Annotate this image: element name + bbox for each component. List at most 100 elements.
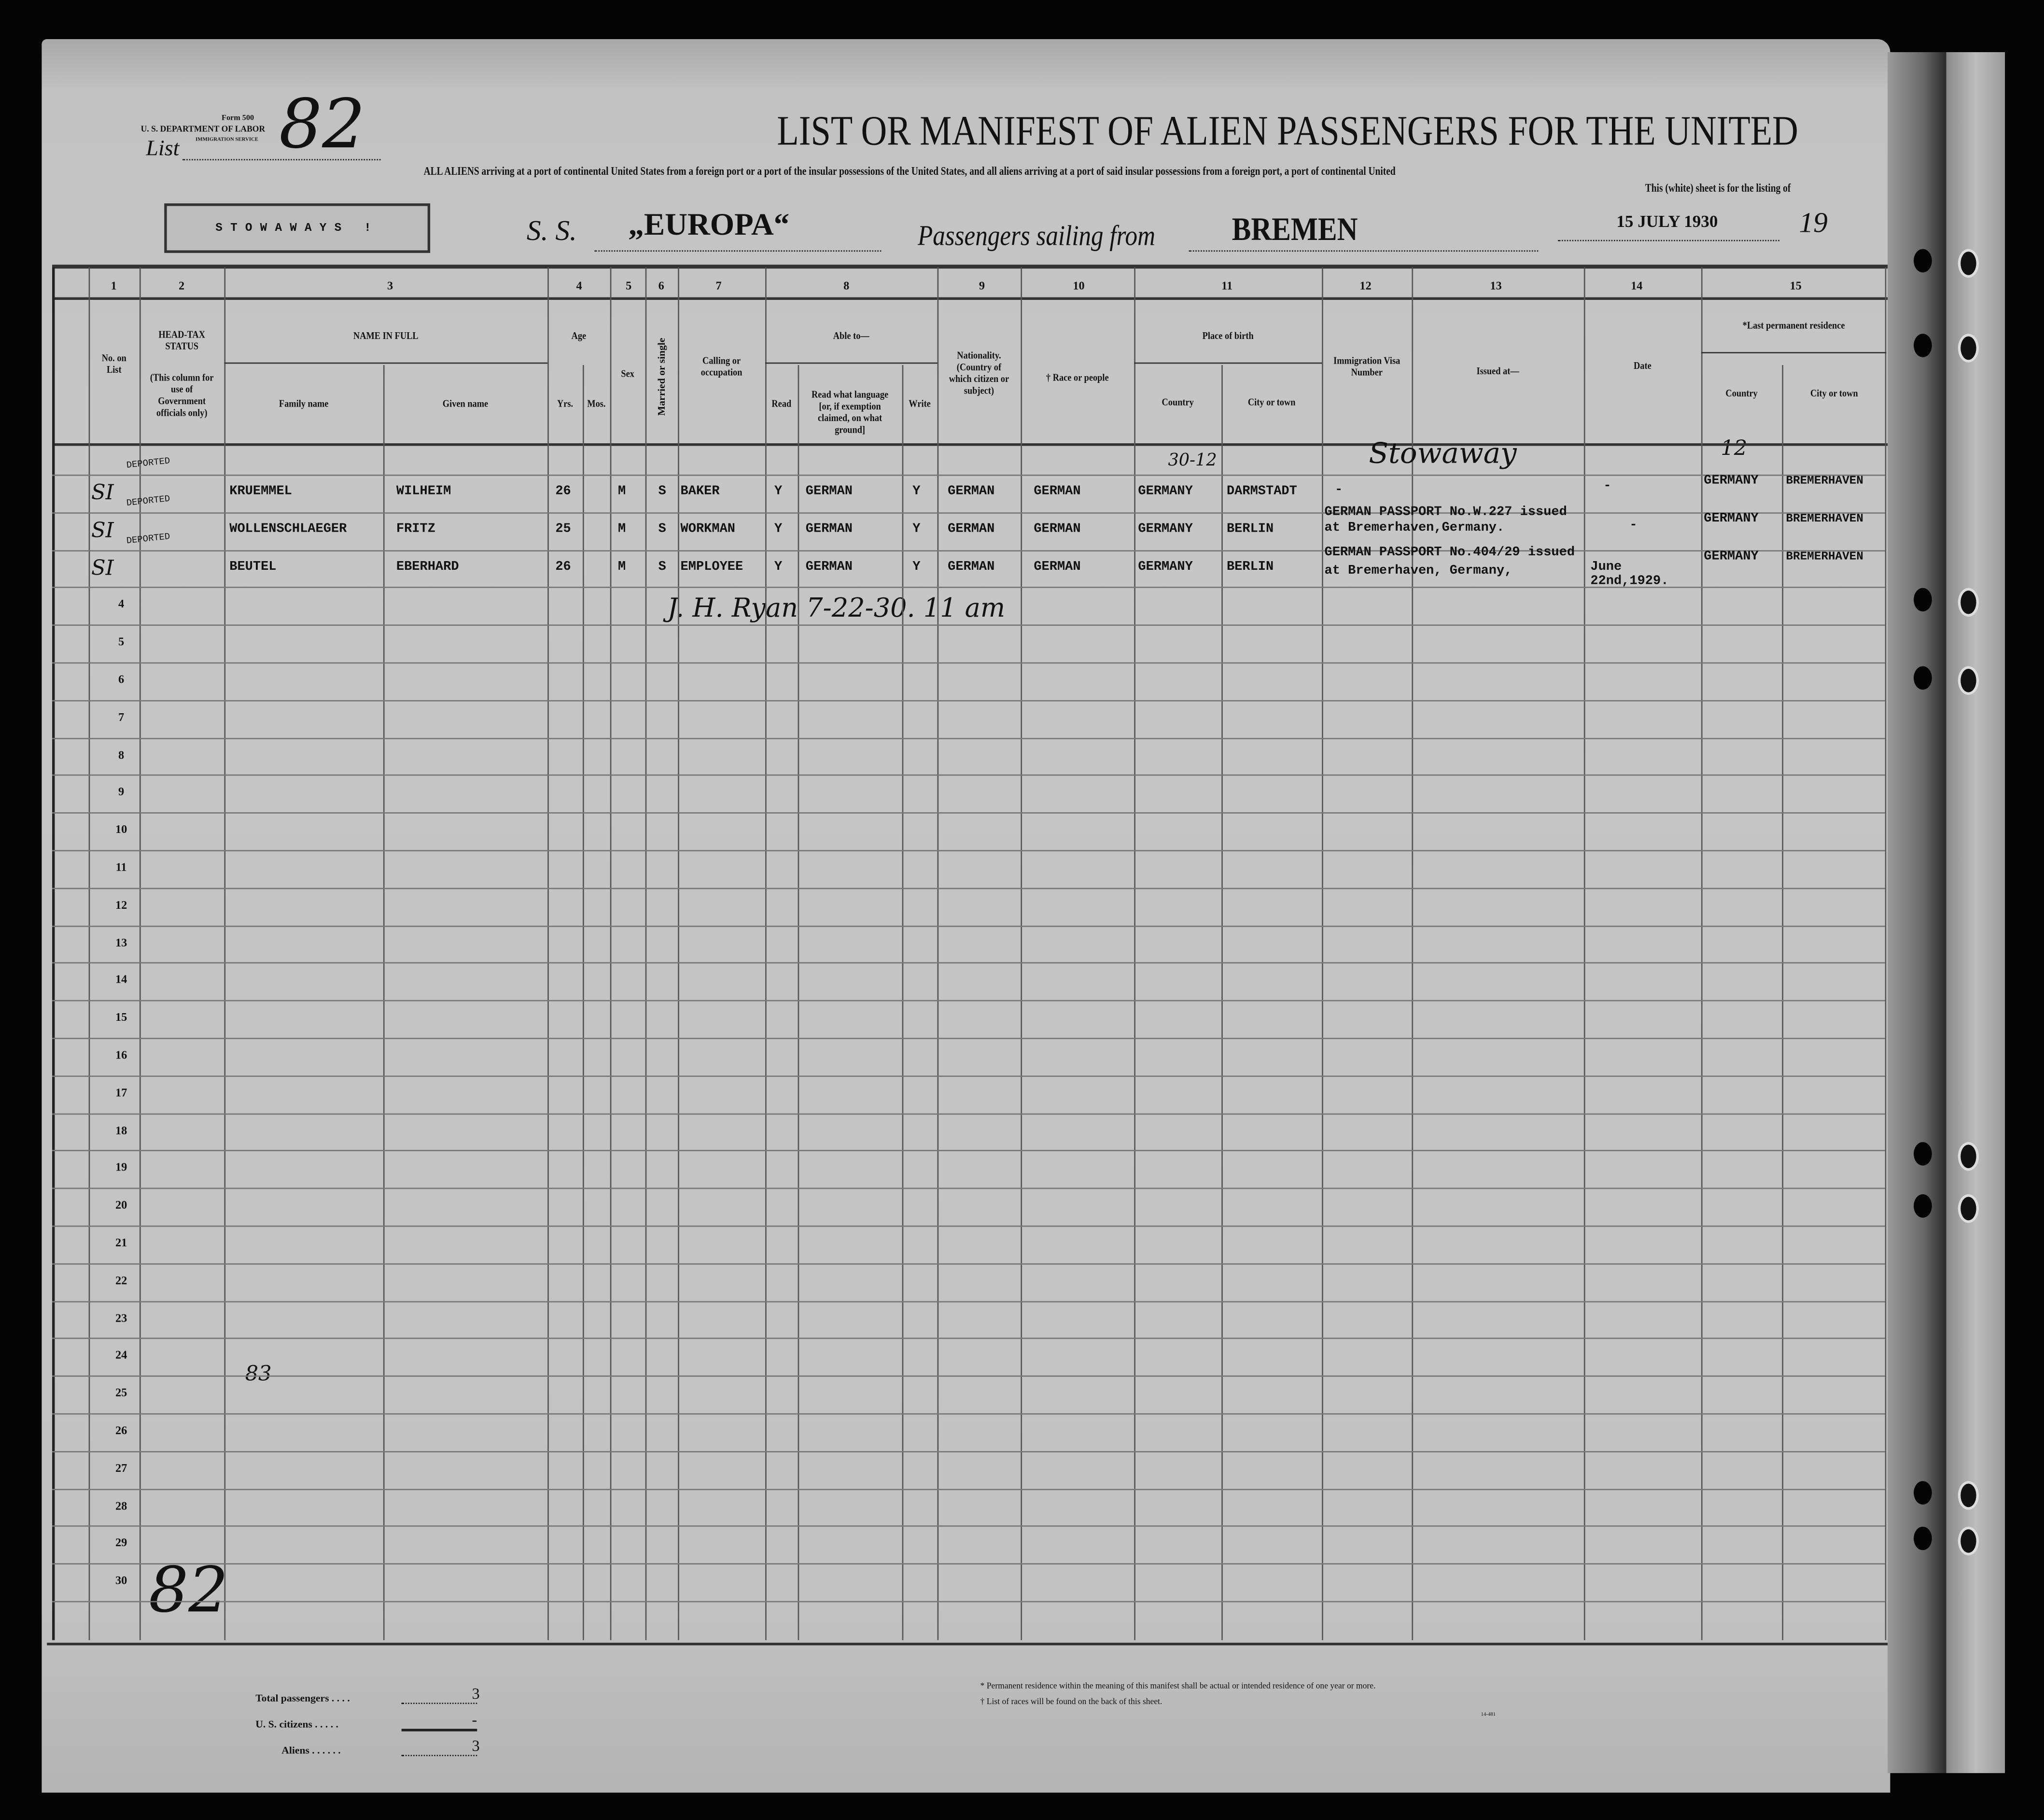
row-rule [52, 1075, 1885, 1077]
row-rule [52, 512, 1885, 514]
header-given-name: Given name [442, 397, 489, 409]
header-nationality: Nationality. (Country of which citizen o… [949, 349, 1009, 396]
binder-hole [1914, 1194, 1932, 1218]
year-label: 19 [1799, 206, 1828, 239]
subcolumn-divider [583, 365, 584, 1640]
table-left-border [52, 267, 55, 1640]
status-mark: SI [91, 555, 114, 580]
row-number: 21 [115, 1236, 127, 1249]
bottom-mark: 82 [148, 1554, 228, 1627]
binder-hole [1958, 1194, 1979, 1223]
list-number-line [182, 159, 381, 161]
row-number: 25 [115, 1386, 127, 1399]
form-label: Form 500 [222, 114, 254, 123]
row-rule [52, 1413, 1885, 1415]
row-rule [52, 850, 1885, 852]
column-number: 15 [1790, 279, 1802, 292]
cell-age: 26 [555, 560, 571, 575]
aliens-label: Aliens . . . . . . [281, 1744, 341, 1756]
port-name: BREMEN [1232, 212, 1358, 248]
column-divider [1134, 267, 1135, 1640]
binder-hole [1958, 1142, 1979, 1171]
row-rule [52, 700, 1885, 701]
binder-hole [1958, 666, 1979, 695]
row-rule [52, 962, 1885, 964]
cell-birth-city: BERLIN [1226, 522, 1274, 537]
cell-issued-at: GERMAN PASSPORT No.W.227 issued at Breme… [1324, 506, 1567, 536]
cell-visa: - [1335, 483, 1343, 498]
cell-race: GERMAN [1034, 560, 1081, 575]
page-fold [1888, 52, 1946, 1773]
cell-nationality: GERMAN [948, 485, 995, 500]
header-race: † Race or people [1046, 371, 1109, 383]
row-rule [52, 737, 1885, 739]
binder-hole [1914, 1481, 1932, 1505]
row-rule [52, 624, 1885, 626]
row-number: 22 [115, 1273, 127, 1287]
row-number: 18 [115, 1123, 127, 1137]
row-number: 16 [115, 1048, 127, 1061]
binder-hole [1914, 1526, 1932, 1551]
column-divider [88, 267, 90, 1640]
cell-married: S [658, 560, 666, 575]
row-rule [52, 1375, 1885, 1377]
row-number: 7 [118, 710, 125, 723]
aliens-line [401, 1755, 477, 1756]
department-label: U. S. DEPARTMENT OF LABOR [140, 125, 266, 135]
cell-date: - [1603, 480, 1611, 494]
binder-hole [1914, 588, 1932, 612]
column-number: 9 [979, 279, 985, 292]
row-number: 9 [118, 785, 125, 799]
column-divider [1412, 267, 1414, 1640]
cell-race: GERMAN [1034, 485, 1081, 500]
column-number: 7 [715, 279, 722, 292]
cell-family: WOLLENSCHLAEGER [229, 522, 347, 537]
group-header-rule [1134, 362, 1322, 364]
cell-calling: WORKMAN [680, 522, 736, 537]
cell-res-city: BREMERHAVEN [1786, 550, 1863, 563]
row-number: 27 [115, 1461, 127, 1475]
header-birth-country: Country [1162, 396, 1194, 409]
header-calling: Calling or occupation [700, 354, 742, 378]
stamp-text: STOWAWAYS ! [215, 221, 379, 235]
row-rule [52, 812, 1885, 814]
total-label-text: Total passengers [255, 1692, 329, 1704]
column-divider [1583, 267, 1585, 1640]
row-number: 8 [118, 748, 125, 761]
row-rule [52, 587, 1885, 589]
cell-read: Y [774, 522, 783, 537]
header-no-on-list: No. on List [101, 352, 126, 376]
row-rule [52, 662, 1885, 664]
row-number: 29 [115, 1536, 127, 1550]
column-divider [224, 267, 226, 1640]
citizens-label-text: U. S. citizens [255, 1718, 312, 1730]
cell-birth-country: GERMANY [1138, 522, 1193, 537]
table-top-rule [52, 265, 1888, 269]
column-number: 2 [178, 279, 185, 292]
cell-married: S [658, 522, 666, 537]
row-number: 4 [118, 597, 125, 611]
column-number: 3 [387, 279, 393, 292]
binding-strip [1946, 52, 2005, 1773]
column-number: 13 [1490, 279, 1502, 292]
status-mark: SI [91, 517, 114, 542]
column-number: 8 [843, 279, 850, 292]
subcolumn-divider [1221, 365, 1223, 1640]
row-rule [52, 1113, 1885, 1115]
cell-age: 25 [555, 522, 571, 537]
header-head-tax: HEAD-TAX STATUS [158, 328, 205, 352]
total-passengers-value: 3 [472, 1684, 480, 1703]
cell-language: GERMAN [805, 560, 853, 575]
cell-res-city: BREMERHAVEN [1786, 512, 1863, 525]
column-divider [547, 267, 549, 1640]
header-mos: Mos. [587, 397, 606, 409]
page-subtitle-2: This (white) sheet is for the listing of [1645, 181, 1791, 195]
cell-given: EBERHARD [396, 560, 459, 575]
footnote-races: † List of races will be found on the bac… [980, 1697, 1162, 1707]
cell-read: Y [774, 485, 783, 500]
header-able-to: Able to— [833, 330, 869, 342]
row-number: 5 [118, 635, 125, 649]
binder-hole [1958, 249, 1979, 278]
sailing-date: 15 JULY 1930 [1616, 211, 1718, 231]
